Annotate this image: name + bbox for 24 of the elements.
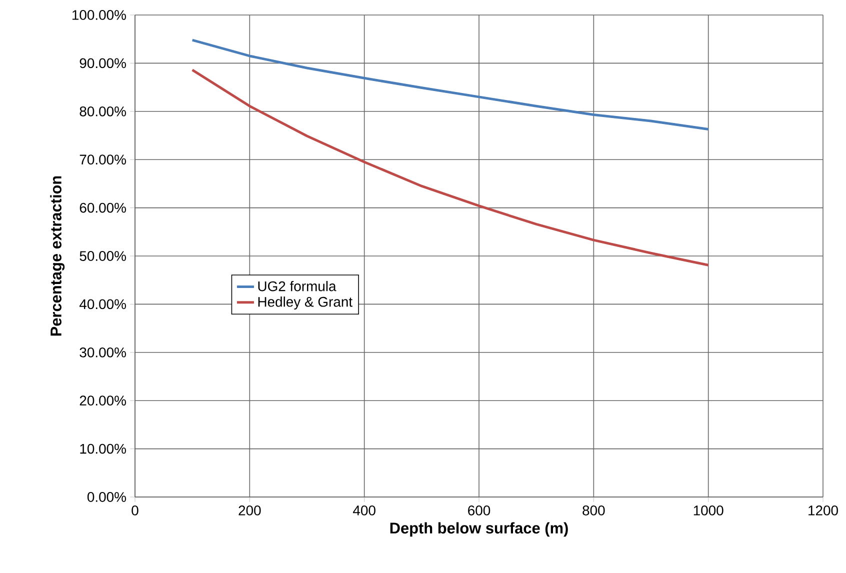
legend-label: UG2 formula — [258, 280, 336, 292]
y-axis-title: Percentage extraction — [50, 176, 65, 336]
legend-label: Hedley & Grant — [258, 296, 352, 310]
y-tick-label: 80.00% — [80, 106, 126, 116]
line-series — [191, 68, 710, 266]
y-tick-label: 20.00% — [80, 396, 126, 406]
y-tick-label: 50.00% — [80, 251, 126, 261]
x-tick-label: 600 — [468, 506, 490, 516]
y-tick-label: 100.00% — [72, 10, 126, 20]
x-tick-label: 1000 — [694, 506, 724, 516]
y-tick-label: 30.00% — [80, 347, 126, 358]
y-tick-label: 90.00% — [80, 58, 126, 68]
y-tick-label: 0.00% — [87, 492, 126, 502]
x-tick-label: 0 — [132, 506, 138, 516]
x-tick-label: 800 — [582, 506, 605, 516]
x-tick-label: 200 — [238, 506, 261, 516]
x-tick-label: 1200 — [808, 506, 838, 516]
y-tick-label: 60.00% — [80, 202, 126, 213]
y-tick-label: 70.00% — [80, 154, 126, 165]
line-series — [191, 38, 710, 130]
y-tick-label: 10.00% — [80, 444, 126, 454]
y-tick-label: 40.00% — [79, 299, 126, 310]
x-tick-label: 400 — [353, 506, 376, 516]
x-axis-title: Depth below surface (m) — [390, 522, 568, 537]
